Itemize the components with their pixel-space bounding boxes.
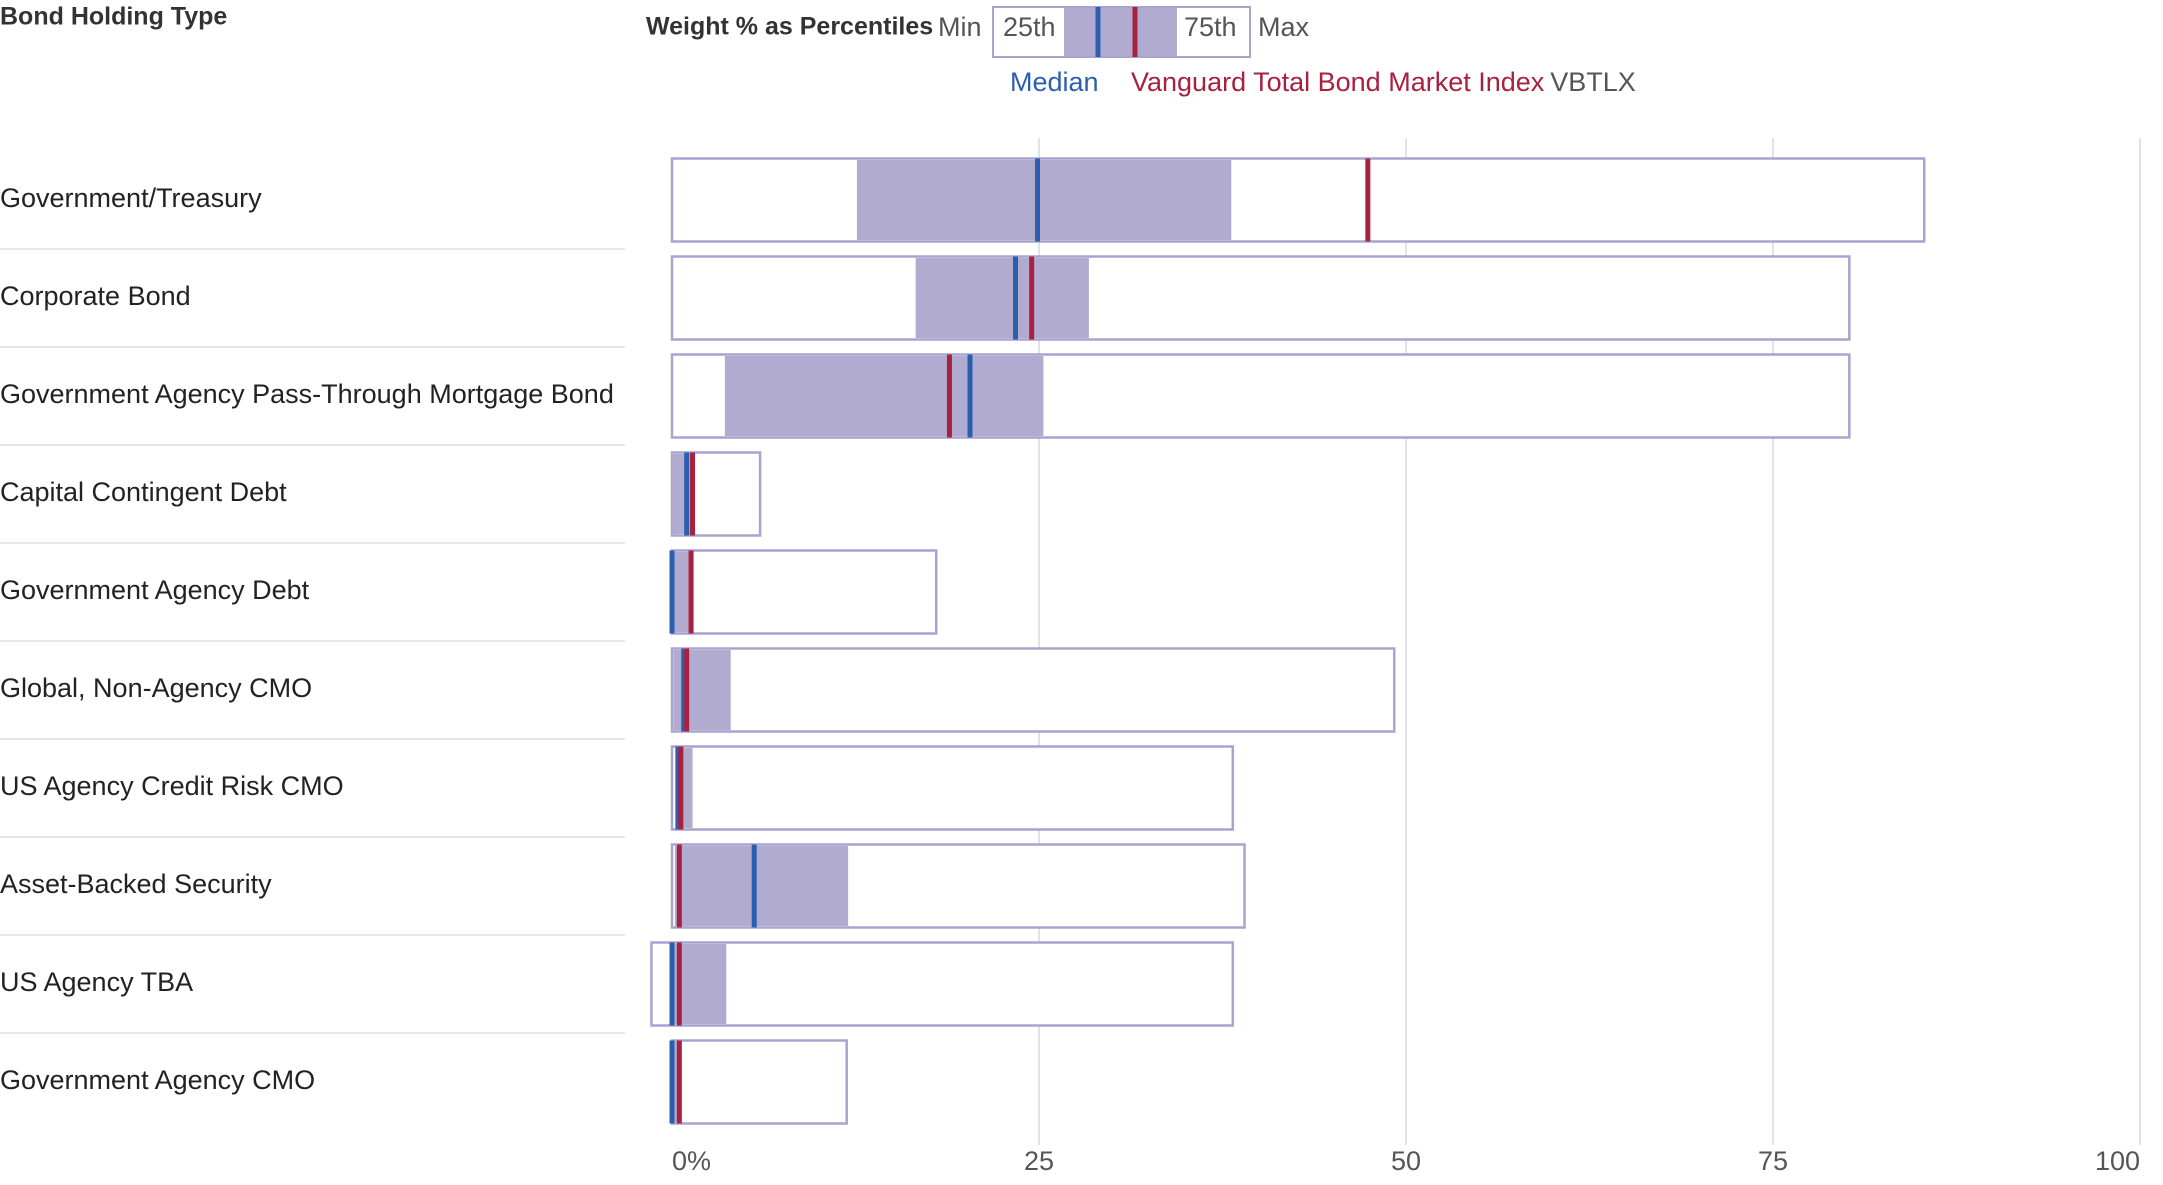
category-label: Asset-Backed Security [0,869,272,899]
range-box [670,255,1851,341]
legend-25th: 25th [1003,12,1056,42]
category-label: Government Agency Debt [0,575,310,605]
category-header: Bond Holding Type [0,3,227,31]
interquartile-box [856,160,1232,240]
range-box [670,1039,848,1125]
range-box [670,647,1396,733]
legend-index: Vanguard Total Bond Market Index [1131,67,1545,97]
range-box [670,549,938,635]
legend-title: Weight % as Percentiles [646,13,933,41]
legend-min: Min [938,12,982,42]
x-tick-label: 25 [1024,1146,1054,1176]
legend-75th: 75th [1184,12,1237,42]
interquartile-box [672,1042,678,1122]
legend-max: Max [1258,12,1310,42]
x-tick-label: 0% [672,1146,711,1176]
category-label: US Agency Credit Risk CMO [0,771,344,801]
category-label: US Agency TBA [0,967,193,997]
interquartile-box [672,454,693,534]
legend-median: Median [1010,67,1099,97]
interquartile-box [724,356,1044,436]
range-box [670,745,1235,831]
category-label: Government Agency Pass-Through Mortgage … [0,379,614,409]
x-tick-label: 100 [2095,1146,2140,1176]
x-tick-label: 50 [1391,1146,1421,1176]
range-box [650,941,1235,1027]
category-label: Government/Treasury [0,183,262,213]
x-tick-label: 75 [1758,1146,1788,1176]
category-label: Government Agency CMO [0,1065,315,1095]
interquartile-box [915,258,1089,338]
category-label: Corporate Bond [0,281,191,311]
legend-fill [1064,8,1177,56]
interquartile-box [674,846,849,926]
category-label: Capital Contingent Debt [0,477,287,507]
legend-ticker: VBTLX [1550,67,1636,97]
category-label: Global, Non-Agency CMO [0,673,312,703]
interquartile-box [672,552,690,632]
